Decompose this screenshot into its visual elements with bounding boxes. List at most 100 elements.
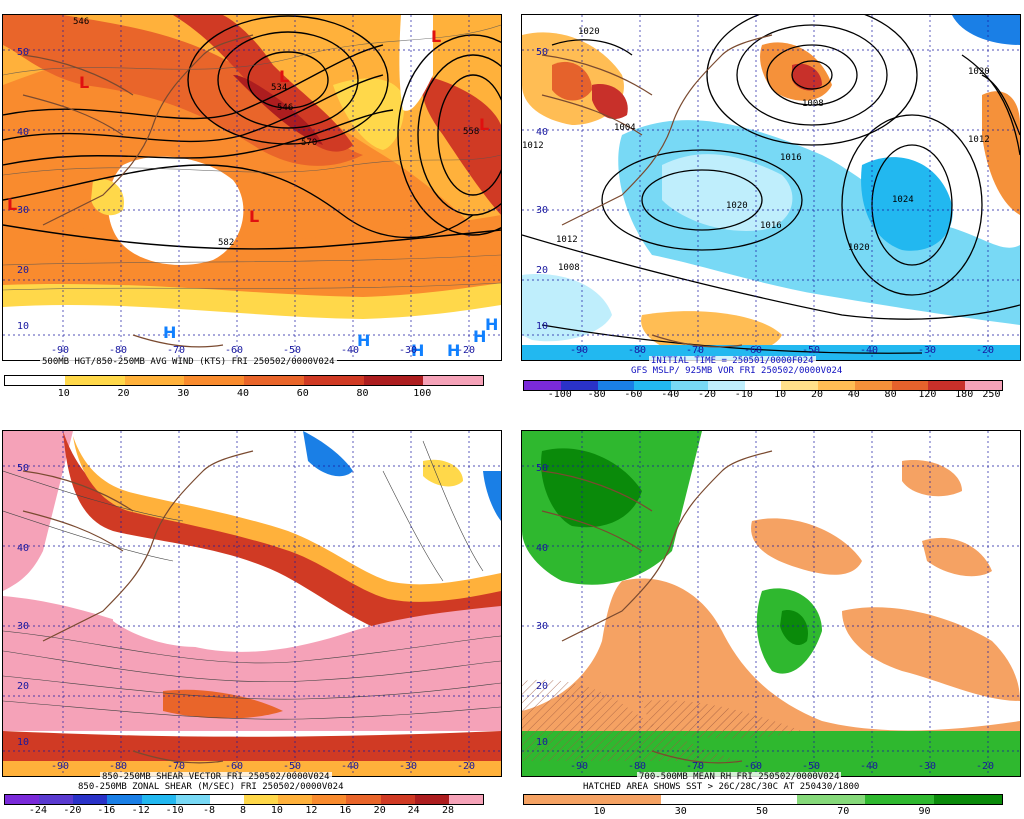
isobar-label: 1020 <box>848 243 870 253</box>
high-pressure-label: H <box>447 341 461 360</box>
lat-label: 20 <box>17 265 30 276</box>
colorbar-label: -100 <box>547 389 572 400</box>
lat-label: 40 <box>536 127 549 138</box>
colorbar-label: -16 <box>97 805 116 816</box>
lon-label: -40 <box>341 345 360 356</box>
low-pressure-label: L <box>7 195 18 214</box>
colorbar-label: -8 <box>203 805 216 816</box>
isobar-label: 1020 <box>578 27 600 37</box>
colorbar-label: 10 <box>593 806 606 817</box>
colorbar-label: -24 <box>28 805 47 816</box>
colorbar-label: 50 <box>755 806 769 817</box>
colorbar-label: 80 <box>356 388 369 399</box>
colorbar-label: 12 <box>305 805 318 816</box>
lon-label: -90 <box>570 761 589 772</box>
contour-label: 570 <box>301 138 318 148</box>
contour-label: 558 <box>463 127 480 137</box>
lon-label: -90 <box>570 345 589 356</box>
isobar-label: 1020 <box>726 201 748 211</box>
high-pressure-label: H <box>485 315 499 334</box>
low-pressure-label: L <box>249 207 260 226</box>
colorbar-labels: 10 30 50 70 90 <box>523 806 1001 818</box>
lat-label: 20 <box>17 681 30 692</box>
lat-label: 50 <box>536 47 549 58</box>
colorbar <box>4 375 484 386</box>
low-pressure-label: L <box>279 67 290 86</box>
contour-label: 546 <box>277 103 294 113</box>
lon-label: -20 <box>457 761 476 772</box>
lon-label: -60 <box>225 345 244 356</box>
high-pressure-label: H <box>357 331 371 350</box>
isobar-label: 1012 <box>556 235 578 245</box>
lon-label: -40 <box>341 761 360 772</box>
lat-label: 50 <box>17 463 30 474</box>
map-canvas <box>3 15 501 360</box>
high-pressure-label: H <box>473 327 487 346</box>
panel-mean-rh: 50 40 30 20 10 -90 -80 -70 -60 -50 -40 -… <box>519 418 1024 818</box>
lon-label: -70 <box>167 761 186 772</box>
contour-label: 534 <box>271 83 288 93</box>
lon-label: -90 <box>51 761 70 772</box>
isobar-label: 1004 <box>614 123 636 133</box>
lon-label: -70 <box>686 345 705 356</box>
colorbar-label: 24 <box>407 805 420 816</box>
high-pressure-label: H <box>411 341 425 360</box>
lon-label: -40 <box>860 345 879 356</box>
lon-label: -60 <box>744 761 763 772</box>
colorbar-label: -10 <box>165 805 184 816</box>
isobar-label: 1012 <box>522 141 544 151</box>
colorbar-label: 30 <box>177 388 190 399</box>
lat-label: 20 <box>536 265 549 276</box>
map-caption-line2: HATCHED AREA SHOWS SST > 26C/28C/30C AT … <box>581 782 862 792</box>
lat-label: 30 <box>17 205 30 216</box>
lon-label: -70 <box>686 761 705 772</box>
colorbar-labels: -100 -80 -60 -40 -20 -10 10 20 40 80 120… <box>523 389 1001 401</box>
colorbar-label: 30 <box>674 806 687 817</box>
map-caption-line1: INITIAL TIME = 250501/0000F024 <box>649 356 816 366</box>
colorbar <box>523 380 1003 391</box>
colorbar-label: 80 <box>884 389 897 400</box>
lon-label: -30 <box>918 761 937 772</box>
lon-label: -50 <box>802 345 821 356</box>
colorbar-label: -10 <box>734 389 753 400</box>
lat-label: 40 <box>17 543 30 554</box>
colorbar-label: 16 <box>339 805 352 816</box>
isobar-label: 1012 <box>968 135 990 145</box>
isobar-label: 1016 <box>780 153 802 163</box>
lon-label: -20 <box>976 761 995 772</box>
lon-label: -50 <box>283 345 302 356</box>
low-pressure-label: L <box>79 73 90 92</box>
colorbar-labels: 10 20 30 40 60 80 100 <box>4 388 482 400</box>
lon-label: -30 <box>399 761 418 772</box>
colorbar-label: 10 <box>774 389 787 400</box>
colorbar-label: -40 <box>661 389 680 400</box>
map-mslp-vorticity: 1020 1016 1012 1004 1008 1020 1024 1016 … <box>521 14 1021 361</box>
lat-label: 10 <box>536 321 549 332</box>
isobar-label: 1008 <box>558 263 580 273</box>
lon-label: -20 <box>976 345 995 356</box>
map-caption: 500MB HGT/850-250MB AVG WIND (KTS) FRI 2… <box>40 357 337 367</box>
lon-label: -80 <box>628 761 647 772</box>
map-caption-line1: 850-250MB SHEAR VECTOR FRI 250502/0000V0… <box>100 772 332 782</box>
map-canvas <box>522 15 1020 360</box>
lat-label: 40 <box>536 543 549 554</box>
colorbar-label: 120 <box>918 389 937 400</box>
map-canvas <box>3 431 501 776</box>
map-caption-line2: 850-250MB ZONAL SHEAR (M/SEC) FRI 250502… <box>76 782 346 792</box>
colorbar-label: -20 <box>697 389 717 400</box>
contour-label: 546 <box>73 17 90 27</box>
lat-label: 30 <box>17 621 30 632</box>
colorbar-label: 10 <box>57 388 70 399</box>
high-pressure-label: H <box>163 323 177 342</box>
colorbar-label: 20 <box>810 389 823 400</box>
colorbar-label: 250 <box>982 389 1001 400</box>
map-500mb-wind: L L L L L L H H H H H H 546 534 546 570 … <box>2 14 502 361</box>
map-canvas <box>522 431 1020 776</box>
colorbar-label: 180 <box>955 389 974 400</box>
colorbar-label: 60 <box>296 388 309 399</box>
colorbar-label: 70 <box>837 806 850 817</box>
colorbar-label: 40 <box>236 388 250 399</box>
panel-zonal-shear: 50 40 30 20 10 -90 -80 -70 -60 -50 -40 -… <box>0 418 505 818</box>
colorbar-label: 40 <box>847 389 860 400</box>
lat-label: 10 <box>536 737 549 748</box>
